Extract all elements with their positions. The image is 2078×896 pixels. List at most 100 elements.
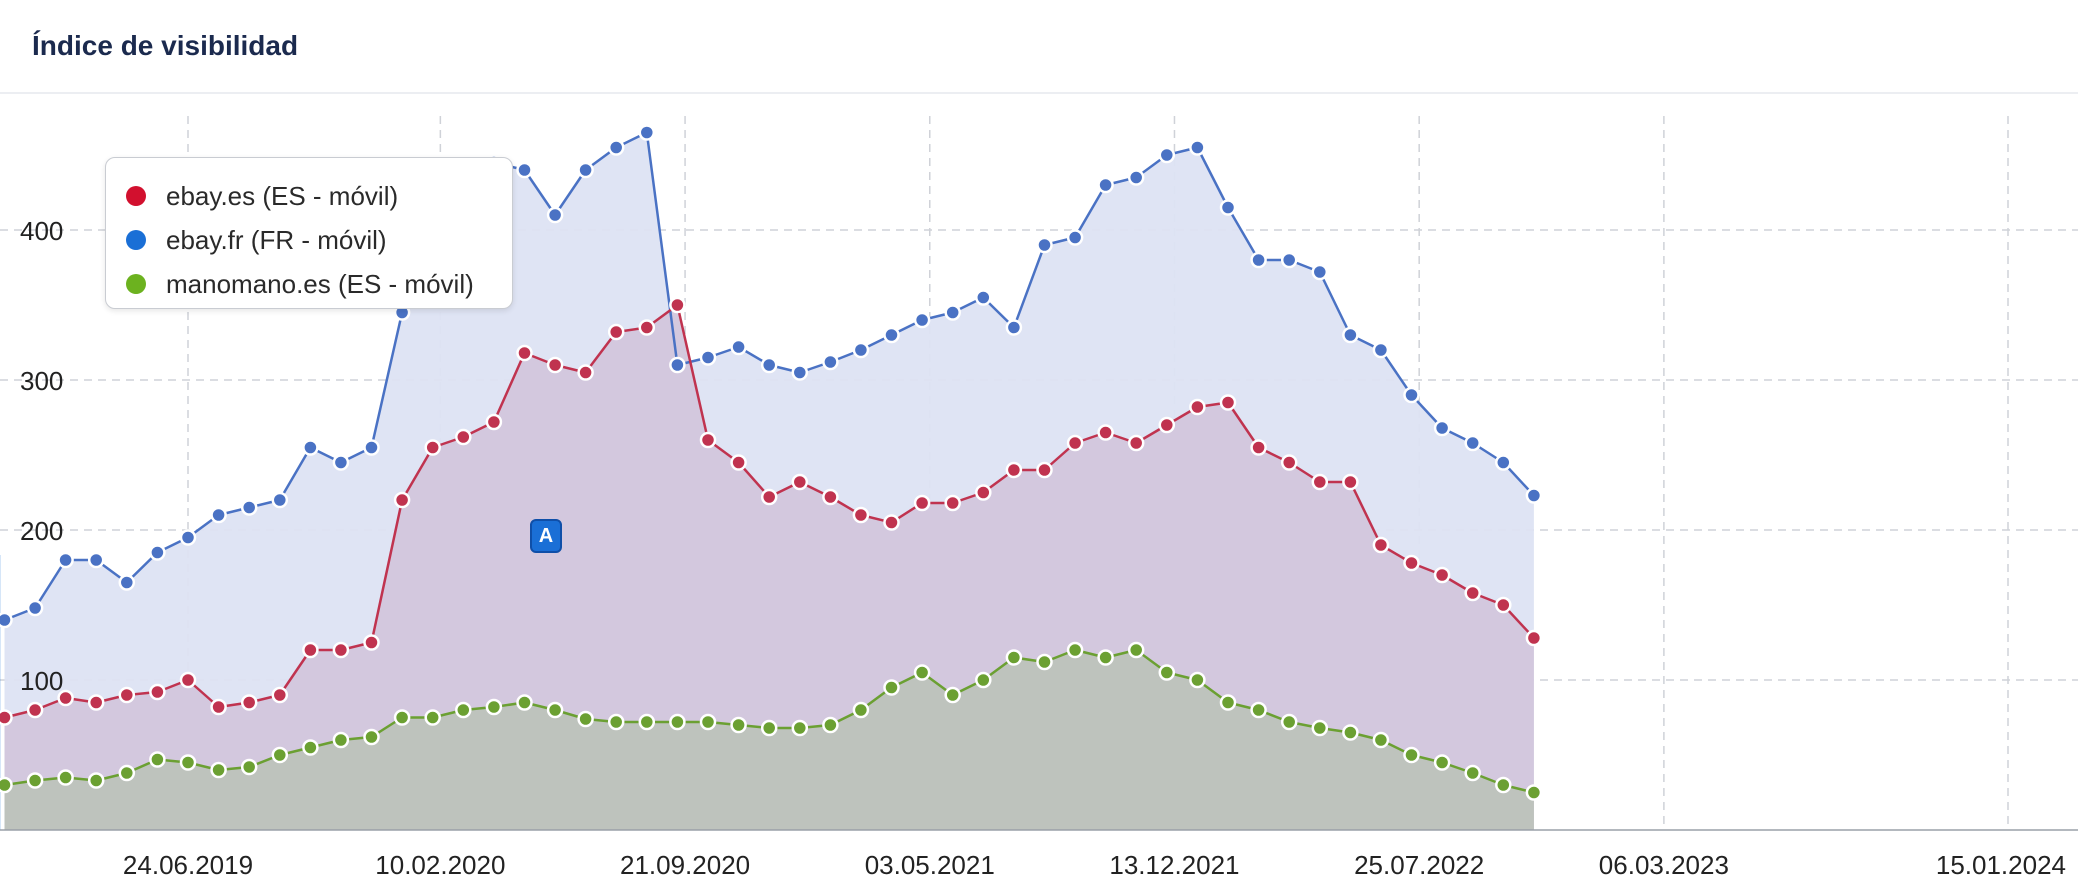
point-manomano-es[interactable]	[1280, 713, 1298, 731]
point-ebay-fr[interactable]	[1280, 251, 1298, 269]
point-manomano-es[interactable]	[852, 701, 870, 719]
point-ebay-es[interactable]	[57, 689, 74, 707]
point-manomano-es[interactable]	[271, 746, 289, 764]
point-manomano-es[interactable]	[1495, 776, 1512, 794]
point-ebay-es[interactable]	[1189, 398, 1206, 416]
point-ebay-fr[interactable]	[57, 551, 74, 569]
point-manomano-es[interactable]	[1158, 664, 1176, 681]
point-manomano-es[interactable]	[0, 776, 13, 794]
point-manomano-es[interactable]	[393, 709, 411, 726]
point-ebay-es[interactable]	[1433, 566, 1451, 584]
point-ebay-es[interactable]	[1158, 416, 1176, 434]
point-ebay-es[interactable]	[913, 494, 931, 512]
point-ebay-fr[interactable]	[944, 304, 961, 321]
point-ebay-fr[interactable]	[118, 574, 136, 591]
point-ebay-es[interactable]	[975, 484, 992, 501]
annotation-marker-a[interactable]: A	[530, 519, 562, 553]
point-ebay-fr[interactable]	[1066, 229, 1084, 246]
point-ebay-fr[interactable]	[1495, 454, 1512, 471]
point-manomano-es[interactable]	[149, 751, 166, 768]
point-ebay-fr[interactable]	[1525, 487, 1543, 504]
point-ebay-fr[interactable]	[699, 349, 717, 366]
point-ebay-fr[interactable]	[332, 454, 350, 471]
point-ebay-es[interactable]	[210, 698, 227, 716]
point-ebay-es[interactable]	[1525, 629, 1543, 647]
point-ebay-fr[interactable]	[1311, 263, 1329, 281]
point-ebay-fr[interactable]	[516, 161, 533, 179]
point-manomano-es[interactable]	[1097, 649, 1114, 666]
point-ebay-es[interactable]	[26, 701, 44, 719]
point-ebay-fr[interactable]	[149, 544, 166, 561]
point-ebay-es[interactable]	[1219, 394, 1237, 411]
point-ebay-es[interactable]	[791, 473, 809, 491]
point-ebay-fr[interactable]	[26, 599, 44, 617]
point-manomano-es[interactable]	[669, 713, 686, 731]
point-ebay-es[interactable]	[179, 671, 197, 689]
point-ebay-es[interactable]	[302, 641, 319, 659]
point-ebay-fr[interactable]	[1464, 434, 1481, 452]
point-ebay-fr[interactable]	[302, 439, 319, 456]
point-ebay-es[interactable]	[760, 488, 778, 506]
point-manomano-es[interactable]	[1219, 694, 1237, 711]
point-ebay-es[interactable]	[1127, 434, 1145, 452]
point-manomano-es[interactable]	[516, 694, 533, 711]
point-manomano-es[interactable]	[944, 686, 961, 704]
point-manomano-es[interactable]	[363, 728, 380, 746]
point-ebay-fr[interactable]	[1127, 169, 1145, 186]
point-ebay-fr[interactable]	[669, 356, 686, 374]
point-ebay-es[interactable]	[1495, 596, 1512, 614]
point-ebay-fr[interactable]	[791, 364, 809, 381]
point-manomano-es[interactable]	[455, 701, 472, 719]
point-ebay-es[interactable]	[363, 634, 380, 651]
point-manomano-es[interactable]	[1036, 653, 1053, 671]
point-ebay-es[interactable]	[149, 683, 166, 701]
point-ebay-es[interactable]	[485, 413, 503, 431]
point-ebay-fr[interactable]	[1036, 236, 1053, 254]
point-manomano-es[interactable]	[1066, 641, 1084, 659]
point-ebay-es[interactable]	[944, 494, 961, 512]
point-ebay-es[interactable]	[577, 364, 594, 381]
point-ebay-es[interactable]	[516, 344, 533, 362]
point-ebay-fr[interactable]	[975, 289, 992, 306]
point-ebay-fr[interactable]	[1189, 139, 1206, 156]
point-ebay-fr[interactable]	[1250, 251, 1267, 269]
point-ebay-fr[interactable]	[210, 506, 227, 524]
point-ebay-es[interactable]	[332, 641, 350, 659]
point-ebay-fr[interactable]	[87, 551, 105, 569]
point-manomano-es[interactable]	[57, 769, 74, 786]
point-manomano-es[interactable]	[913, 664, 931, 681]
point-ebay-es[interactable]	[0, 709, 13, 726]
point-manomano-es[interactable]	[760, 719, 778, 737]
point-manomano-es[interactable]	[1464, 764, 1481, 782]
point-ebay-fr[interactable]	[913, 311, 931, 329]
point-ebay-es[interactable]	[271, 686, 289, 704]
legend-item-ebay-fr[interactable]: ebay.fr (FR - móvil)	[106, 218, 512, 262]
point-ebay-fr[interactable]	[1342, 326, 1359, 344]
point-ebay-es[interactable]	[1342, 473, 1359, 491]
legend-item-manomano-es[interactable]: manomano.es (ES - móvil)	[106, 262, 512, 306]
point-ebay-fr[interactable]	[638, 124, 656, 141]
point-ebay-fr[interactable]	[1097, 176, 1114, 194]
point-ebay-fr[interactable]	[271, 491, 289, 509]
point-ebay-es[interactable]	[669, 296, 686, 314]
point-ebay-fr[interactable]	[822, 353, 839, 371]
point-manomano-es[interactable]	[210, 761, 227, 779]
point-ebay-fr[interactable]	[1372, 341, 1390, 359]
point-ebay-fr[interactable]	[1433, 419, 1451, 437]
point-manomano-es[interactable]	[975, 671, 992, 689]
point-ebay-fr[interactable]	[883, 326, 900, 344]
point-ebay-fr[interactable]	[1005, 319, 1023, 336]
point-manomano-es[interactable]	[822, 716, 839, 734]
point-manomano-es[interactable]	[546, 701, 564, 719]
point-ebay-es[interactable]	[118, 686, 136, 704]
point-ebay-fr[interactable]	[760, 356, 778, 374]
point-ebay-fr[interactable]	[240, 499, 258, 516]
point-manomano-es[interactable]	[87, 772, 105, 789]
point-ebay-es[interactable]	[1280, 454, 1298, 471]
point-manomano-es[interactable]	[485, 698, 503, 716]
point-ebay-fr[interactable]	[179, 529, 197, 546]
point-manomano-es[interactable]	[791, 719, 809, 737]
point-manomano-es[interactable]	[1127, 641, 1145, 659]
point-manomano-es[interactable]	[1342, 724, 1359, 741]
point-ebay-es[interactable]	[1036, 461, 1053, 479]
